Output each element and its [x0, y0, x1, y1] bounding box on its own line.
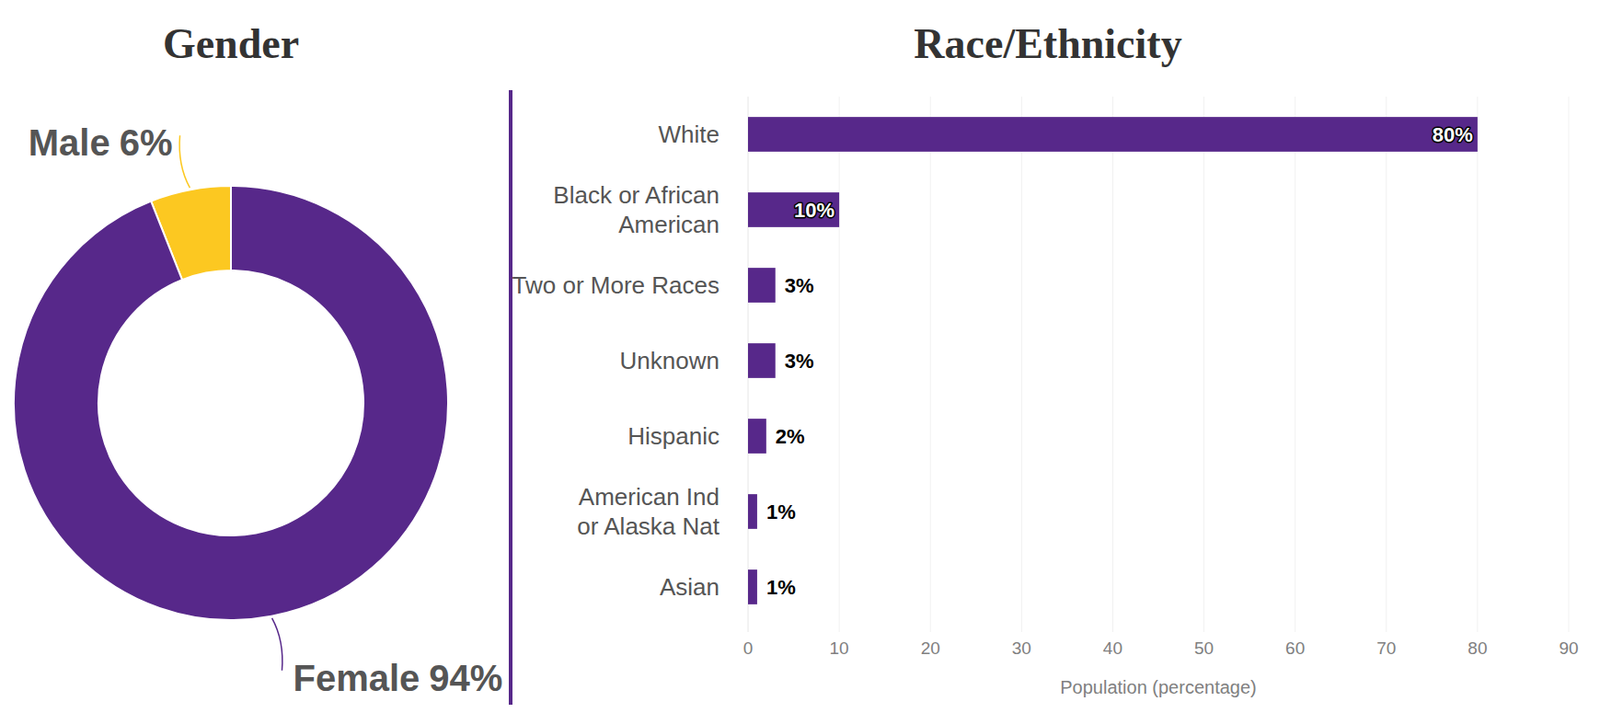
tick-label: 60 — [1285, 638, 1305, 658]
grid-line — [1021, 96, 1023, 633]
category-label: American Indor Alaska Nat — [576, 483, 720, 541]
data-label: 80% — [1432, 123, 1474, 147]
category-label-line: or Alaska Nat — [576, 512, 720, 541]
grid-line — [1568, 96, 1570, 633]
tick-label: 90 — [1558, 638, 1578, 658]
tick-label: 10 — [829, 638, 850, 658]
category-label: Two or More Races — [512, 271, 720, 300]
tick-label: 40 — [1103, 638, 1123, 658]
bar — [748, 343, 776, 379]
category-label-line: White — [658, 120, 720, 149]
grid-line — [1476, 96, 1478, 633]
bar — [748, 116, 1478, 152]
bar — [748, 267, 776, 303]
category-label-line: Two or More Races — [512, 271, 720, 300]
slice-value: 94% — [428, 657, 503, 699]
title: Gender — [162, 20, 300, 68]
category-label-line: Asian — [659, 573, 720, 601]
data-label: 3% — [784, 349, 815, 373]
category-label-line: Unknown — [620, 346, 720, 375]
data-label: 1% — [766, 575, 796, 599]
tick-label: 50 — [1194, 638, 1214, 658]
data-label: 2% — [775, 425, 806, 449]
category-label-line: American — [618, 210, 720, 239]
chart: Gender Male6% Female94% Race/Ethnicity 0 10 20… — [0, 0, 1600, 713]
grid-line — [1112, 96, 1114, 633]
slices — [13, 185, 449, 621]
separator — [508, 90, 513, 705]
grid-line — [1294, 96, 1296, 633]
category-label-line: Black or African — [552, 181, 720, 209]
slice-category: Female — [292, 657, 420, 699]
category-label: Hispanic — [627, 422, 720, 450]
grid-line — [1203, 96, 1205, 633]
bar — [748, 192, 840, 228]
grid-line — [930, 96, 932, 633]
axis-title: Population (percentage) — [1059, 677, 1256, 698]
slice — [13, 185, 449, 621]
tick-label: 0 — [743, 638, 754, 658]
category-label: Unknown — [620, 346, 720, 375]
bars — [748, 116, 1478, 605]
tick-label: 20 — [920, 638, 941, 658]
title: Race/Ethnicity — [913, 20, 1182, 68]
tick-label: 70 — [1376, 638, 1396, 658]
data-label: 10% — [794, 198, 835, 222]
category-label-line: Hispanic — [627, 422, 720, 450]
data-label: 1% — [766, 500, 796, 524]
data-label: 3% — [784, 274, 815, 298]
category-label: Black or AfricanAmerican — [552, 181, 720, 239]
page: {"chart_data": [ {"type": "pie", "title"… — [0, 0, 1600, 713]
category-label: White — [658, 120, 720, 149]
grid-line — [1385, 96, 1387, 633]
slice-category: Male — [28, 122, 111, 163]
slice-label: Female94% — [292, 657, 503, 699]
tick-label: 80 — [1467, 638, 1487, 658]
bar — [748, 569, 758, 605]
tick-label: 30 — [1012, 638, 1032, 658]
leader-line — [272, 618, 283, 671]
slice-value: 6% — [119, 122, 173, 163]
bar — [748, 418, 767, 454]
grid-line — [839, 96, 841, 633]
bar — [748, 494, 758, 530]
leader-line — [179, 135, 190, 188]
category-label-line: American Ind — [578, 483, 720, 511]
category-label: Asian — [659, 573, 720, 601]
slice-label: Male6% — [28, 122, 173, 163]
